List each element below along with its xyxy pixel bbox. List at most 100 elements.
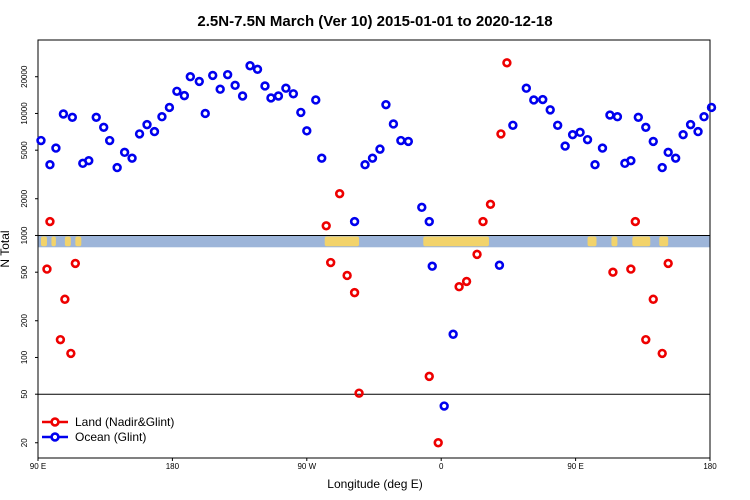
ocean-point (612, 112, 623, 122)
land-patch (632, 236, 651, 247)
land-point (478, 216, 488, 227)
ocean-point (657, 162, 667, 173)
ocean-point (157, 112, 167, 122)
ocean-point (508, 120, 518, 130)
land-point (626, 264, 636, 274)
land-point (663, 258, 673, 269)
ocean-point (648, 136, 658, 147)
x-axis: 90 E 180 90 W 0 90 E 180 (30, 458, 717, 471)
ocean-point (230, 80, 240, 91)
ocean-point (545, 105, 555, 115)
ocean-point (582, 134, 593, 145)
ocean-point (317, 153, 327, 163)
chart-title: 2.5N-7.5N March (Ver 10) 2015-01-01 to 2… (197, 13, 552, 30)
ocean-point (51, 143, 61, 153)
land-point (433, 438, 443, 448)
ocean-point (597, 143, 608, 153)
land-patch (587, 236, 597, 247)
land-point (334, 188, 345, 199)
ocean-point (349, 216, 360, 227)
ocean-point (179, 90, 190, 101)
ocean-point (633, 112, 644, 123)
ocean-point (104, 135, 115, 146)
ocean-point (149, 126, 160, 137)
ocean-point (252, 64, 263, 75)
land-point (349, 287, 360, 298)
ocean-point (427, 261, 437, 271)
ocean-point (185, 72, 196, 82)
land-point (424, 371, 434, 382)
land-point (66, 348, 76, 359)
ocean-point (215, 84, 225, 94)
ocean-point (172, 86, 182, 96)
ocean-point (448, 329, 458, 339)
land-patch (51, 236, 56, 247)
ocean-point (439, 401, 449, 411)
x-axis-label: Longitude (deg E) (327, 477, 422, 491)
ocean-point (396, 135, 406, 146)
ocean-point (296, 107, 306, 118)
ocean-point (360, 160, 370, 170)
ocean-point (164, 102, 175, 113)
land-point (648, 294, 658, 304)
y-tick-label: 200 (20, 314, 29, 328)
land-patch (423, 236, 489, 247)
land-point (60, 294, 70, 304)
y-tick-label: 500 (20, 265, 29, 279)
ocean-point (194, 76, 204, 87)
ocean-point (208, 70, 218, 81)
y-axis-label: N Total (0, 230, 12, 267)
land-point (70, 258, 81, 269)
ocean-point (142, 119, 152, 130)
ocean-point (693, 126, 703, 137)
ocean-point (590, 160, 600, 170)
ocean-point (388, 119, 399, 129)
ocean-point (127, 153, 137, 163)
ocean-point (521, 83, 532, 93)
ocean-point (36, 135, 46, 146)
land-patch (324, 236, 360, 247)
y-tick-label: 100 (20, 350, 29, 364)
land-point (354, 388, 364, 398)
ocean-point (560, 141, 570, 151)
land-patch (40, 236, 47, 247)
land-point (325, 257, 336, 268)
ocean-point (538, 94, 548, 105)
ocean-point (134, 129, 145, 139)
land-point (454, 282, 464, 292)
ocean-point (91, 112, 101, 123)
land-point (608, 267, 618, 277)
land-patch (659, 236, 669, 247)
legend-marker (50, 432, 60, 442)
ocean-point (641, 122, 651, 133)
ocean-point (663, 147, 673, 158)
ocean-point (552, 120, 563, 130)
land-point (42, 264, 52, 274)
ocean-point (84, 156, 94, 166)
ocean-point (678, 129, 688, 140)
land-point (630, 216, 641, 227)
ocean-point (288, 89, 299, 99)
land-point (55, 334, 66, 345)
land-point (45, 216, 55, 227)
ocean-point (45, 160, 55, 170)
y-axis: 20 50 100 200 500 1000 2000 5000 10000 20000 (20, 65, 38, 447)
ocean-point (567, 129, 578, 140)
ocean-point (529, 95, 539, 105)
reference-lines (38, 234, 710, 395)
y-tick-label: 50 (20, 389, 29, 398)
land-point (321, 221, 331, 231)
ocean-point (281, 83, 291, 93)
ocean-point (706, 102, 717, 113)
x-tick-label: 90 W (297, 462, 316, 471)
ocean-point (403, 136, 414, 147)
y-tick-label: 2000 (20, 189, 29, 207)
y-tick-label: 20000 (20, 65, 29, 88)
land-band (38, 235, 710, 248)
ocean-strip (38, 235, 710, 248)
x-tick-label: 0 (439, 462, 444, 471)
x-tick-label: 180 (703, 462, 717, 471)
land-point (472, 249, 482, 260)
x-tick-label: 180 (166, 462, 180, 471)
